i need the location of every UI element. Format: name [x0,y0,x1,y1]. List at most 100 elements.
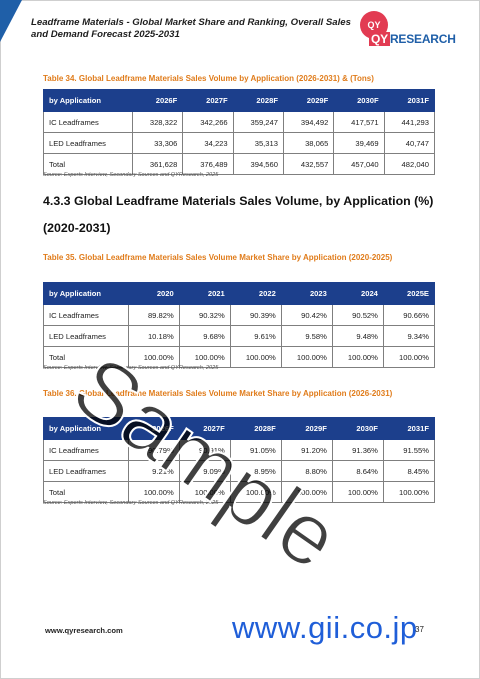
table-cell: 457,040 [333,153,385,175]
table-row: IC Leadframes 328,322 342,266 359,247 39… [43,111,436,133]
page-number: 37 [415,625,424,634]
row-label: LED Leadframes [43,132,133,154]
table-cell: 100.00% [382,346,436,368]
column-header: 2030F [333,89,385,112]
footer-url[interactable]: www.qyresearch.com [45,626,123,635]
table-cell: 100.00% [331,346,384,368]
column-header: 2024 [331,282,384,305]
table-row-total: Total 361,628 376,489 394,560 432,557 45… [43,153,436,175]
table-cell: 10.18% [127,325,180,347]
table-cell: 441,293 [383,111,436,133]
table-row: IC Leadframes 90.79% 90.91% 91.05% 91.20… [43,439,436,461]
table-cell: 100.00% [127,346,180,368]
table-cell: 8.45% [382,460,436,482]
table-cell: 9.68% [178,325,231,347]
table-cell: 100.00% [229,346,282,368]
corner-accent [0,0,22,42]
column-header: 2025E [382,282,436,305]
table-34-source: Source: Experts Interview, Secondary Sou… [43,172,219,178]
table-row: IC Leadframes 89.82% 90.32% 90.39% 90.42… [43,304,436,326]
table-cell: 39,469 [333,132,385,154]
table-cell: 9.34% [382,325,436,347]
row-label: LED Leadframes [43,325,129,347]
table-cell: 100.00% [280,346,333,368]
table-34-caption: Table 34. Global Leadframe Materials Sal… [43,74,374,83]
table-cell: 91.36% [331,439,384,461]
column-header: 2022 [229,282,282,305]
table-cell: 40,747 [383,132,436,154]
table-cell: 9.58% [280,325,333,347]
gii-watermark: www.gii.co.jp [232,610,418,645]
table-35-caption: Table 35. Global Leadframe Materials Sal… [43,253,393,262]
column-header: 2020 [127,282,180,305]
table-cell: 8.64% [331,460,384,482]
column-header: 2026F [127,417,180,440]
table-cell: 35,313 [232,132,284,154]
row-label: IC Leadframes [43,439,129,461]
table-cell: 432,557 [282,153,335,175]
table-cell: 100.00% [127,481,180,503]
table-cell: 90.52% [331,304,384,326]
table-cell: 38,065 [282,132,335,154]
table-header-row: by Application 2026F 2027F 2028F 2029F 2… [43,417,436,440]
table-cell: 34,223 [182,132,234,154]
column-header: 2029F [280,417,333,440]
column-header: 2021 [178,282,231,305]
section-heading-years: (2020-2031) [43,221,111,235]
qyresearch-logo: QY QY RESEARCH [360,10,464,50]
column-header: 2028F [229,417,282,440]
table-cell: 376,489 [182,153,234,175]
section-heading: 4.3.3 Global Leadframe Materials Sales V… [43,194,434,208]
table-cell: 359,247 [232,111,284,133]
row-label: IC Leadframes [43,304,129,326]
column-header: 2031F [383,89,436,112]
column-header: 2028F [232,89,284,112]
table-cell: 90.32% [178,304,231,326]
column-header: by Application [43,417,129,440]
row-label: IC Leadframes [43,111,133,133]
table-cell: 90.39% [229,304,282,326]
column-header: 2026F [131,89,184,112]
table-cell: 394,560 [232,153,284,175]
table-cell: 100.00% [178,346,231,368]
table-cell: 89.82% [127,304,180,326]
table-cell: 33,306 [131,132,184,154]
table-35-source: Source: Experts Interview, Secondary Sou… [43,365,219,371]
table-cell: 482,040 [383,153,436,175]
column-header: 2027F [178,417,231,440]
table-row: LED Leadframes 33,306 34,223 35,313 38,0… [43,132,436,154]
table-cell: 394,492 [282,111,335,133]
table-cell: 90.91% [178,439,231,461]
table-cell: 100.00% [382,481,436,503]
row-label: LED Leadframes [43,460,129,482]
column-header: 2031F [382,417,436,440]
table-row-total: Total 100.00% 100.00% 100.00% 100.00% 10… [43,481,436,503]
logo-research: RESEARCH [389,32,456,46]
table-cell: 9.21% [127,460,180,482]
table-cell: 90.79% [127,439,180,461]
column-header: 2023 [280,282,333,305]
table-cell: 342,266 [182,111,234,133]
table-34: by Application 2026F 2027F 2028F 2029F 2… [43,89,436,175]
table-cell: 91.55% [382,439,436,461]
table-36: by Application 2026F 2027F 2028F 2029F 2… [43,417,436,503]
table-row: LED Leadframes 10.18% 9.68% 9.61% 9.58% … [43,325,436,347]
logo-wordmark: QY RESEARCH [369,32,456,46]
table-cell: 9.09% [178,460,231,482]
table-cell: 90.66% [382,304,436,326]
table-cell: 417,571 [333,111,385,133]
column-header: by Application [43,89,133,112]
table-row-total: Total 100.00% 100.00% 100.00% 100.00% 10… [43,346,436,368]
table-36-source: Source: Experts Interview, Secondary Sou… [43,500,219,506]
table-cell: 91.05% [229,439,282,461]
table-cell: 100.00% [280,481,333,503]
column-header: 2027F [182,89,234,112]
logo-qy: QY [369,32,390,46]
table-cell: 100.00% [331,481,384,503]
table-35: by Application 2020 2021 2022 2023 2024 … [43,282,436,368]
table-cell: 9.61% [229,325,282,347]
table-row: LED Leadframes 9.21% 9.09% 8.95% 8.80% 8… [43,460,436,482]
table-cell: 328,322 [131,111,184,133]
table-cell: 9.48% [331,325,384,347]
report-title: Leadframe Materials - Global Market Shar… [31,17,351,40]
